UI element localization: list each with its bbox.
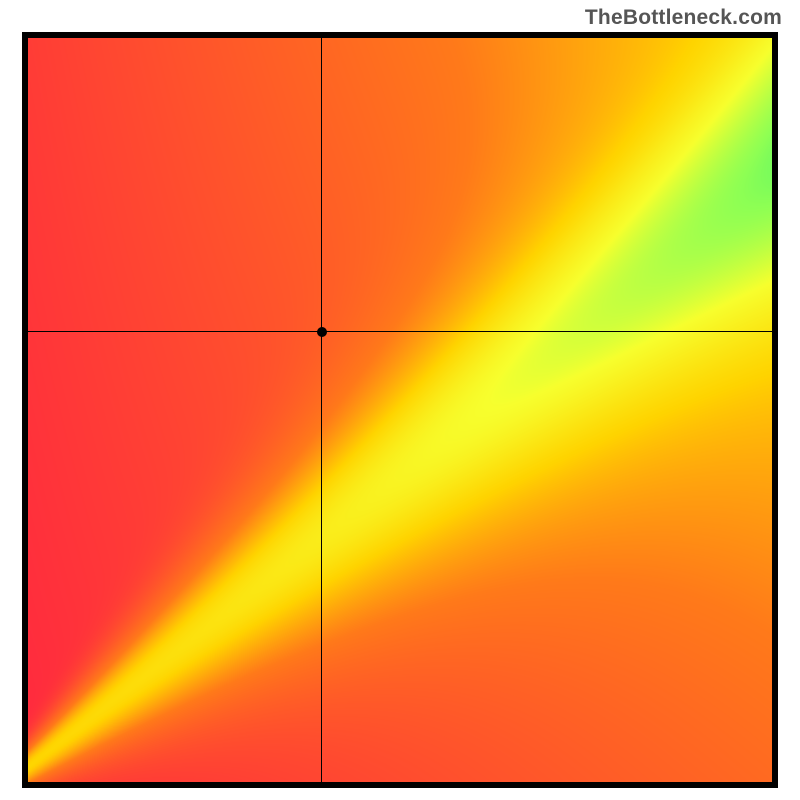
heatmap-canvas [28, 38, 772, 782]
marker-point [317, 327, 327, 337]
chart-container: TheBottleneck.com [0, 0, 800, 800]
crosshair-vertical [321, 38, 322, 782]
crosshair-horizontal [28, 331, 772, 332]
plot-frame [22, 32, 778, 788]
watermark-text: TheBottleneck.com [585, 6, 782, 30]
